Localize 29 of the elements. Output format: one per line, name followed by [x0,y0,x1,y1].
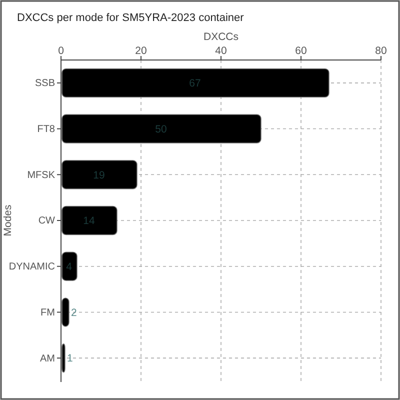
x-tick-label: 40 [215,45,227,57]
data-label: 50 [155,123,167,136]
bar [62,68,330,98]
data-label: 67 [189,78,201,90]
x-tick-label: 60 [295,45,307,57]
bar [62,160,138,190]
x-tick-label: 20 [135,45,147,57]
y-axis-title: Modes [2,204,14,236]
y-tick-label: FT8 [37,124,56,135]
data-label: 2 [71,306,77,319]
y-tick-label: AM [40,353,55,364]
bar [62,114,262,144]
chart-title: DXCCs per mode for SM5YRA-2023 container [17,12,244,24]
bar [62,343,66,373]
y-tick-label: CW [38,216,56,227]
data-label: 4 [66,261,72,274]
x-tick-label: 80 [375,45,387,57]
x-axis-title: DXCCs [203,31,239,43]
bar [62,206,118,236]
data-label: 14 [83,215,95,228]
y-tick-label: SSB [34,78,56,90]
bar [62,298,70,327]
y-tick-label: MFSK [27,170,56,181]
x-tick-label: 0 [58,45,64,57]
bar [62,252,78,281]
data-label: 19 [93,169,105,182]
y-tick-label: DYNAMIC [8,262,55,273]
data-label: 1 [67,352,73,365]
y-tick-label: FM [40,307,55,318]
